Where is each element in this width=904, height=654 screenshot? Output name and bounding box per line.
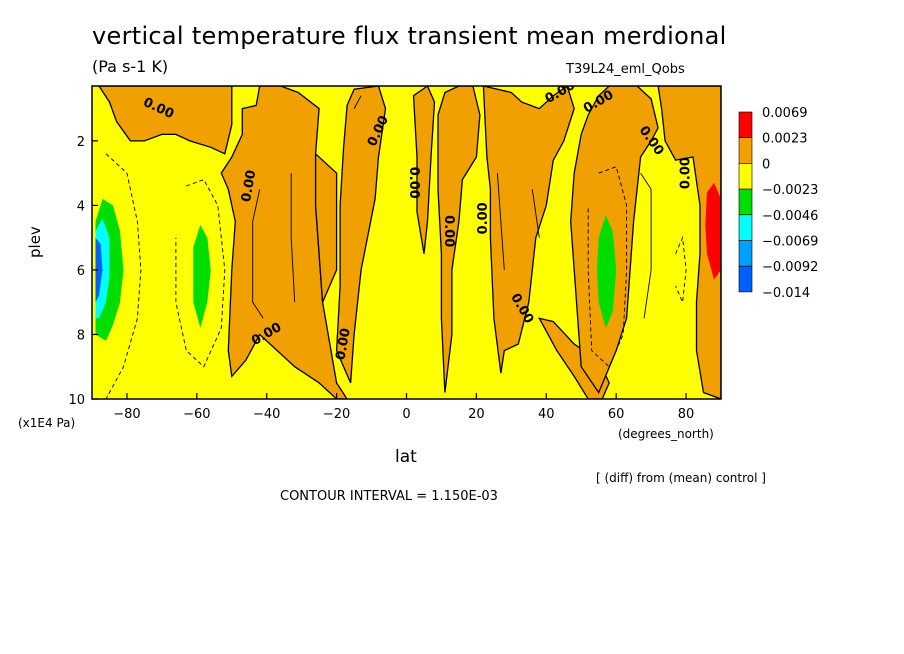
contour-label: 0.00 — [406, 167, 421, 199]
run-label: T39L24_eml_Qobs — [566, 62, 685, 77]
x-tick-label: 80 — [678, 407, 695, 422]
legend-swatch — [738, 137, 753, 164]
contour-region-orange — [314, 152, 338, 303]
contour-label: 0.00 — [679, 157, 694, 189]
contour-region-orange — [335, 86, 387, 384]
legend-swatch — [738, 163, 753, 190]
y-axis-unit: (x1E4 Pa) — [18, 416, 76, 430]
contour-region-orange — [98, 86, 233, 155]
negative-contour-line — [587, 166, 628, 368]
legend-swatch — [738, 214, 753, 241]
x-tick-label: −40 — [253, 407, 280, 422]
color-legend: 0.0069 0.0023 0 −0.0023 −0.0046 −0.0069 −0.009… — [738, 106, 818, 301]
plot-area — [92, 86, 721, 399]
chart-title: vertical temperature flux transient mean… — [92, 22, 727, 50]
positive-contour-line — [640, 172, 652, 319]
contour-label: 0.00 — [476, 202, 491, 234]
legend-label: −0.0092 — [762, 260, 818, 275]
x-tick-label: 40 — [538, 407, 555, 422]
x-tick-label: 20 — [468, 407, 485, 422]
x-tick-label: −80 — [113, 407, 140, 422]
x-axis-unit: (degrees_north) — [618, 427, 714, 441]
y-tick-label: 4 — [77, 199, 85, 214]
legend-label: −0.0069 — [762, 235, 818, 250]
y-tick-label: 2 — [77, 135, 85, 150]
legend-label: 0 — [762, 157, 770, 172]
negative-contour-line — [175, 179, 226, 368]
y-tick-label: 10 — [68, 393, 85, 408]
legend-label: −0.0023 — [762, 183, 818, 198]
positive-contour-line — [496, 173, 505, 270]
legend-label: −0.0046 — [762, 209, 818, 224]
x-tick-label: −60 — [183, 407, 210, 422]
contour-region-red — [705, 182, 721, 280]
positive-contour-line — [290, 173, 296, 303]
y-tick-label: 8 — [77, 328, 85, 343]
legend-swatch — [738, 240, 753, 267]
positive-contour-line — [353, 95, 362, 109]
contour-region-green — [596, 215, 617, 328]
footer-note: [ (diff) from (mean) control ] — [596, 471, 766, 485]
x-tick-label: −20 — [323, 407, 350, 422]
contour-interval: CONTOUR INTERVAL = 1.150E-03 — [280, 489, 498, 504]
legend-label: −0.014 — [762, 286, 810, 301]
x-axis-label: lat — [395, 447, 417, 467]
x-tick-label: 0 — [402, 407, 410, 422]
contour-label: 0.00 — [333, 327, 353, 361]
contour-label: 0.00 — [441, 215, 456, 247]
contour-region-orange — [412, 86, 436, 254]
legend-swatch — [738, 188, 753, 216]
legend-label: 0.0023 — [762, 132, 808, 147]
contour-region-orange — [482, 86, 575, 374]
y-tick-label: 6 — [77, 264, 85, 279]
negative-contour-line — [675, 235, 687, 304]
negative-contour-line — [105, 153, 142, 399]
contour-region-green — [193, 224, 211, 328]
contour-region-orange — [220, 86, 348, 399]
legend-swatch — [738, 265, 753, 293]
contour-label: 0.00 — [239, 169, 259, 203]
legend-swatch — [738, 111, 753, 139]
contour-region-blue — [95, 237, 103, 303]
positive-contour-line — [531, 189, 540, 238]
contour-region-orange — [437, 86, 481, 393]
x-tick-label: 60 — [608, 407, 625, 422]
legend-label: 0.0069 — [762, 106, 808, 121]
chart-units: (Pa s-1 K) — [92, 57, 169, 76]
contour-region-orange — [657, 86, 721, 399]
positive-contour-line — [252, 189, 264, 319]
